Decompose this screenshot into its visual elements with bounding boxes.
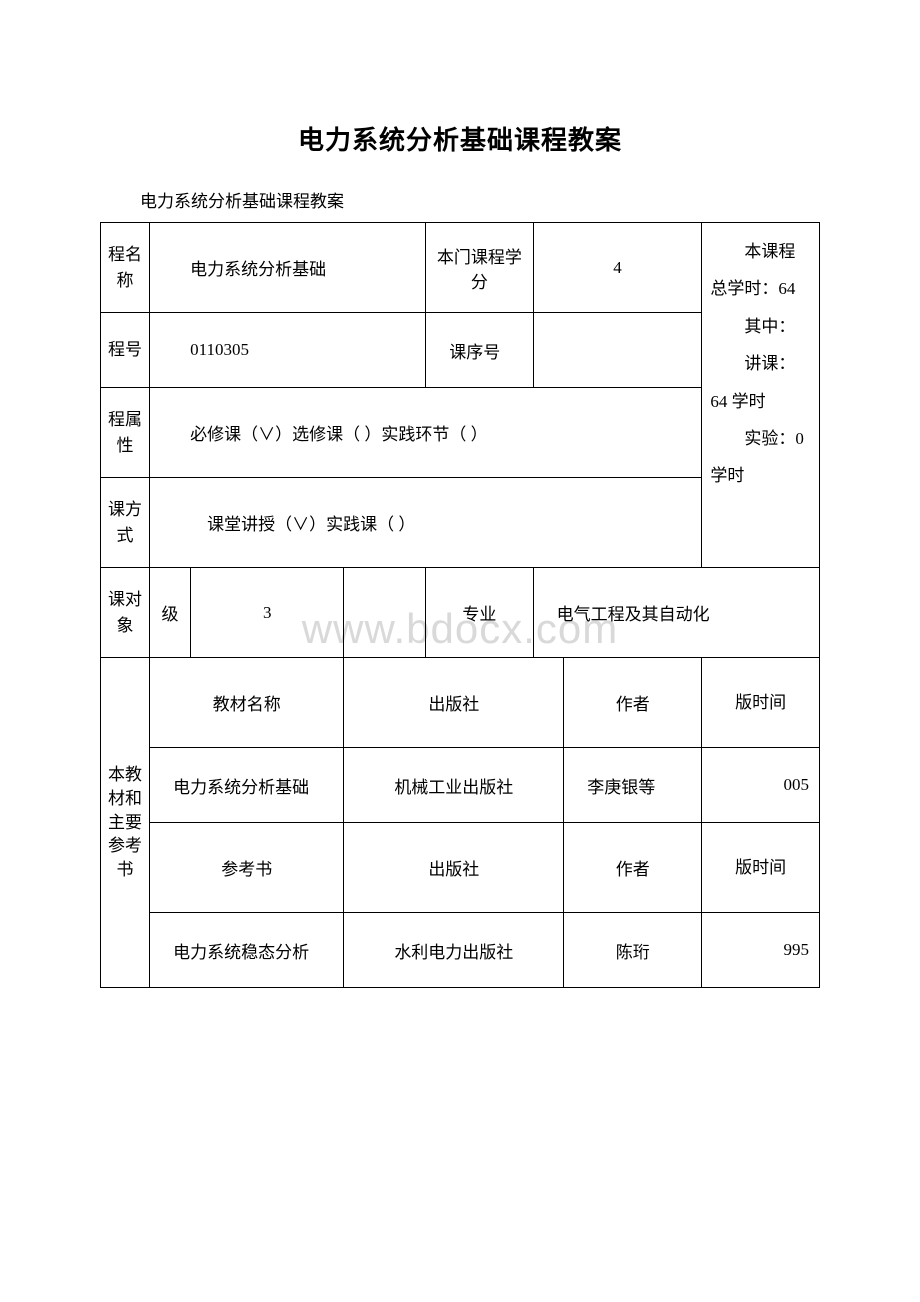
- label-textbook-section: 本教材和主要参考书: [101, 658, 150, 988]
- refbook1-pub: 水利电力出版社: [344, 913, 564, 988]
- header-refbook: 参考书: [150, 823, 344, 913]
- header-author: 作者: [564, 658, 702, 748]
- textbook1-year: 005: [702, 748, 820, 823]
- value-course-name: 电力系统分析基础: [150, 223, 426, 313]
- label-credit: 本门课程学分: [426, 223, 533, 313]
- header-author2: 作者: [564, 823, 702, 913]
- table-row: 课对象 级 3 专业 电气工程及其自动化: [101, 568, 820, 658]
- textbook1-pub: 机械工业出版社: [344, 748, 564, 823]
- header-textbook-name: 教材名称: [150, 658, 344, 748]
- label-course-name: 程名称: [101, 223, 150, 313]
- course-info-table: 程名称 电力系统分析基础 本门课程学分 4 本课程总学时：64 其中： 讲课：6…: [100, 222, 820, 988]
- refbook1-name: 电力系统稳态分析: [150, 913, 344, 988]
- table-row: 电力系统分析基础 机械工业出版社 李庚银等 005: [101, 748, 820, 823]
- refbook1-author: 陈珩: [564, 913, 702, 988]
- value-seq-number: [533, 313, 702, 388]
- header-publisher2: 出版社: [344, 823, 564, 913]
- table-row: 本教材和主要参考书 教材名称 出版社 作者 版时间: [101, 658, 820, 748]
- page-title: 电力系统分析基础课程教案: [100, 120, 820, 157]
- value-course-attr: 必修课（∨）选修课（ ）实践环节（ ）: [150, 388, 702, 478]
- header-pub-time: 版时间: [702, 658, 820, 748]
- header-pubtime2: 版时间: [702, 823, 820, 913]
- hours-summary: 本课程总学时：64 其中： 讲课：64 学时 实验：0 学时: [702, 223, 820, 568]
- label-course-attr: 程属性: [101, 388, 150, 478]
- value-teach-method: 课堂讲授（∨）实践课（ ）: [150, 478, 702, 568]
- label-course-number: 程号: [101, 313, 150, 388]
- blank-cell: [344, 568, 426, 658]
- page-subtitle: 电力系统分析基础课程教案: [140, 187, 820, 212]
- textbook1-author: 李庚银等: [564, 748, 702, 823]
- page-container: 电力系统分析基础课程教案 电力系统分析基础课程教案 程名称 电力系统分析基础 本…: [0, 0, 920, 1048]
- value-grade: 3: [190, 568, 343, 658]
- value-credit: 4: [533, 223, 702, 313]
- header-publisher: 出版社: [344, 658, 564, 748]
- label-seq-number: 课序号: [426, 313, 533, 388]
- table-row: 参考书 出版社 作者 版时间: [101, 823, 820, 913]
- textbook1-name: 电力系统分析基础: [150, 748, 344, 823]
- value-major: 电气工程及其自动化: [533, 568, 819, 658]
- label-grade: 级: [150, 568, 191, 658]
- table-row: 电力系统稳态分析 水利电力出版社 陈珩 995: [101, 913, 820, 988]
- label-teach-method: 课方式: [101, 478, 150, 568]
- refbook1-year: 995: [702, 913, 820, 988]
- table-row: 程名称 电力系统分析基础 本门课程学分 4 本课程总学时：64 其中： 讲课：6…: [101, 223, 820, 313]
- value-course-number: 0110305: [150, 313, 426, 388]
- label-teach-target: 课对象: [101, 568, 150, 658]
- label-major: 专业: [426, 568, 533, 658]
